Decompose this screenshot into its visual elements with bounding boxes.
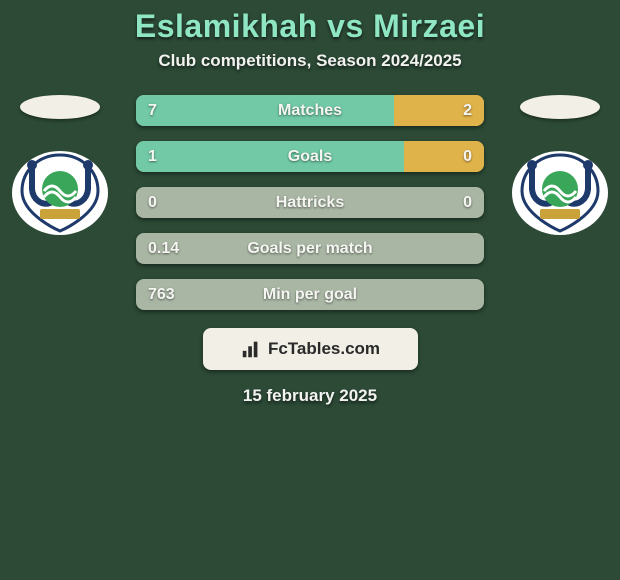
date-line: 15 february 2025 bbox=[0, 386, 620, 406]
stat-label: Min per goal bbox=[136, 279, 484, 310]
player-left-slot bbox=[10, 95, 110, 237]
stat-right-value: 2 bbox=[463, 95, 472, 126]
stat-label: Hattricks bbox=[136, 187, 484, 218]
stat-row: 763Min per goal bbox=[136, 279, 484, 310]
stat-right-value: 0 bbox=[463, 187, 472, 218]
club-badge-right bbox=[510, 149, 610, 237]
stat-row: 7Matches2 bbox=[136, 95, 484, 126]
page-title: Eslamikhah vs Mirzaei bbox=[0, 8, 620, 45]
stat-right-value: 0 bbox=[463, 141, 472, 172]
stat-label: Goals per match bbox=[136, 233, 484, 264]
stat-label: Matches bbox=[136, 95, 484, 126]
stat-bars: 7Matches21Goals00Hattricks00.14Goals per… bbox=[136, 95, 484, 310]
stat-row: 0.14Goals per match bbox=[136, 233, 484, 264]
stat-row: 1Goals0 bbox=[136, 141, 484, 172]
club-badge-left bbox=[10, 149, 110, 237]
stat-label: Goals bbox=[136, 141, 484, 172]
brand-box: FcTables.com bbox=[203, 328, 418, 370]
bar-chart-icon bbox=[240, 338, 262, 360]
comparison-card: Eslamikhah vs Mirzaei Club competitions,… bbox=[0, 0, 620, 580]
body-area: 7Matches21Goals00Hattricks00.14Goals per… bbox=[0, 95, 620, 406]
player-left-dash bbox=[20, 95, 100, 119]
club-crest-icon bbox=[10, 149, 110, 237]
stat-row: 0Hattricks0 bbox=[136, 187, 484, 218]
player-right-slot bbox=[510, 95, 610, 237]
subtitle: Club competitions, Season 2024/2025 bbox=[0, 51, 620, 71]
brand-text: FcTables.com bbox=[268, 339, 380, 359]
club-crest-icon bbox=[510, 149, 610, 237]
player-right-dash bbox=[520, 95, 600, 119]
